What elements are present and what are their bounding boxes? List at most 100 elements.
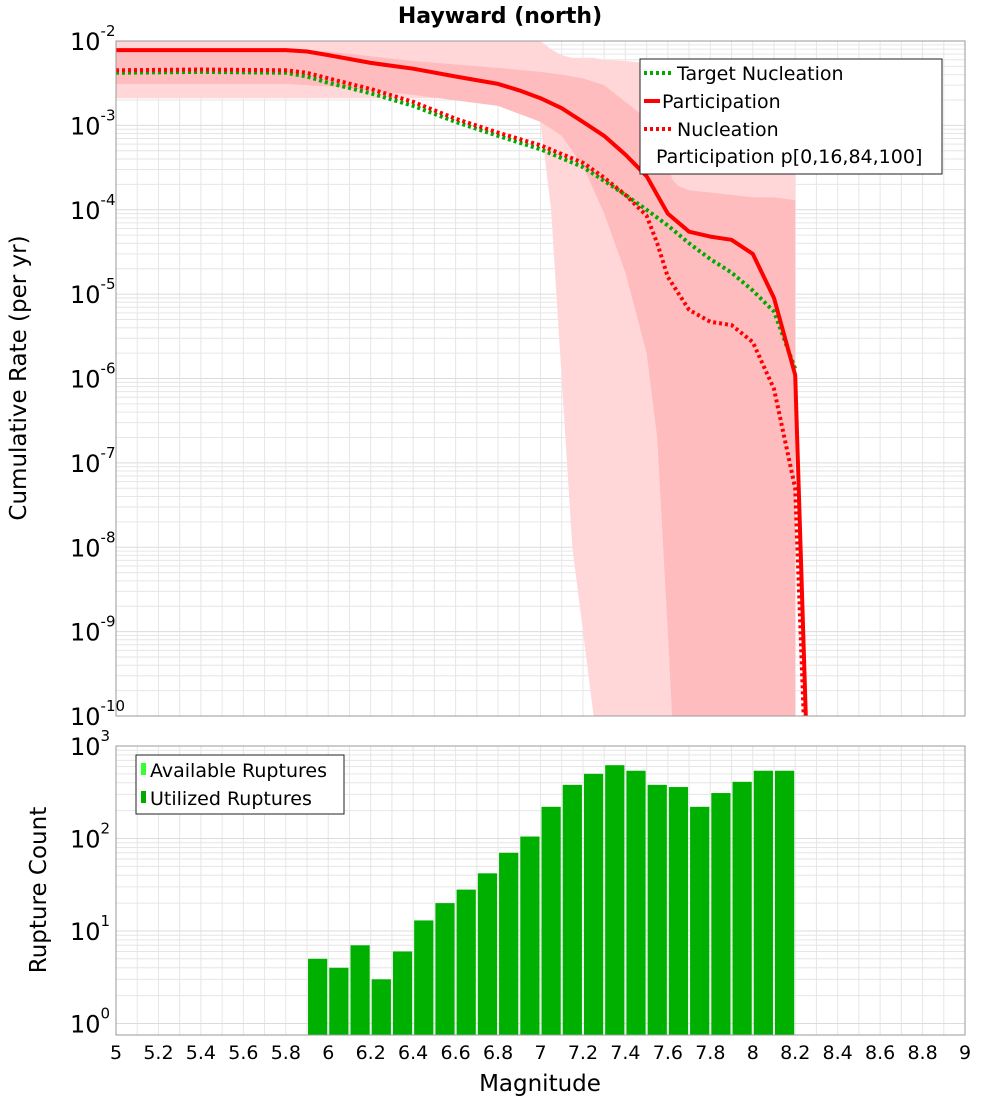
rate-y-tick-label: 10-7 [70,444,116,478]
rupture-count-bar [477,873,498,1035]
rupture-count-bar [392,951,413,1035]
count-x-tick-label: 6 [322,1042,334,1064]
count-y-axis-label: Rupture Count [26,807,52,973]
count-legend: Available Ruptures Utilized Ruptures [135,754,345,815]
count-x-tick-label: 7.8 [695,1042,725,1064]
rupture-count-bar [583,773,604,1035]
rate-y-tick-exponent: -6 [101,360,116,378]
legend-participation: Participation [662,91,781,113]
rate-y-tick-exponent: -7 [101,444,116,462]
rate-y-tick-label: 10-9 [70,613,116,647]
legend-utilized-ruptures: Utilized Ruptures [150,788,312,810]
rupture-count-bar [350,945,370,1035]
rate-y-axis-label: Cumulative Rate (per yr) [6,235,32,520]
rupture-count-bar [456,889,476,1035]
count-x-tick-label: 5.8 [271,1042,301,1064]
rate-y-tick-label: 10-8 [70,528,116,562]
count-x-tick-label: 6.6 [440,1042,470,1064]
count-legend-box [135,754,345,815]
count-y-tick-label: 103 [70,727,110,761]
count-x-tick-label: 5.6 [228,1042,258,1064]
participation-line [116,48,808,717]
rupture-count-bar [308,958,328,1035]
count-x-tick-label: 7.2 [568,1042,598,1064]
target-nucleation-line [115,69,798,370]
rate-y-tick-label: 10-3 [70,106,116,140]
count-x-tick-label: 5 [110,1042,122,1064]
chart-title: Hayward (north) [398,4,602,29]
rupture-count-bar [711,793,731,1035]
rate-y-tick-label: 10-4 [70,191,116,225]
count-x-tick-label: 8 [747,1042,759,1064]
rate-y-tick-label: 10-6 [70,360,116,394]
rate-y-ticks: 10-10 10-9 10-8 10-7 10-6 10-5 10-4 10-3 10-2 [70,22,125,731]
legend-swatch-utilized [141,791,146,803]
count-x-tick-label: 8.6 [865,1042,895,1064]
rupture-count-bar [753,770,773,1035]
rate-plot-frame [115,40,966,717]
rate-y-tick-exponent: -9 [101,613,116,631]
count-x-tick-label: 8.8 [907,1042,937,1064]
count-x-axis-label: Magnitude [479,1071,601,1097]
count-y-tick-label: 102 [70,819,110,853]
rupture-count-bar [562,784,582,1035]
band-p16-p84 [116,50,796,717]
percentile-bands [116,41,796,717]
rate-y-tick-exponent: -5 [101,275,116,293]
rate-lines [115,48,808,717]
rupture-count-bar [435,903,455,1035]
rupture-count-bar [605,765,625,1035]
rupture-count-bar [414,920,434,1035]
count-x-tick-label: 5.2 [143,1042,173,1064]
count-x-tick-label: 7 [534,1042,546,1064]
count-y-tick-exponent: 2 [101,819,111,837]
rupture-count-bar [647,784,667,1035]
rate-y-tick-exponent: -3 [101,106,116,124]
rupture-count-bar [668,787,689,1035]
rate-y-tick-exponent: -8 [101,528,116,546]
rate-y-tick-label: 10-10 [70,697,125,731]
count-y-tick-exponent: 0 [101,1004,111,1022]
count-y-tick-exponent: 3 [101,727,111,745]
legend-participation-percentiles: Participation p[0,16,84,100] [656,146,922,168]
count-x-tick-label: 7.4 [610,1042,640,1064]
rate-legend-box [639,58,943,175]
count-y-tick-exponent: 1 [101,912,111,930]
legend-nucleation: Nucleation [677,119,779,141]
rate-y-tick-label: 10-5 [70,275,116,309]
rupture-count-bar [541,806,561,1035]
rupture-count-bar [732,781,752,1035]
count-x-ticks: 5 5.2 5.4 5.6 5.8 6 6.2 6.4 6.6 6.8 7 7.2 7.4 7.6 7.8 8… [110,1042,971,1064]
count-x-tick-label: 8.2 [780,1042,810,1064]
rupture-count-bar [329,967,349,1035]
count-y-tick-label: 100 [70,1004,110,1038]
rate-y-tick-label: 10-2 [70,22,116,56]
count-x-tick-label: 5.4 [186,1042,216,1064]
rupture-count-bar [499,852,519,1035]
count-x-tick-label: 6.4 [398,1042,428,1064]
rate-legend: Target Nucleation Participation Nucleati… [639,58,943,175]
count-y-tick-label: 101 [70,912,110,946]
rupture-count-bar [626,770,646,1035]
rate-panel: 10-10 10-9 10-8 10-7 10-6 10-5 10-4 10-3 10-2 Cu… [6,22,966,731]
rupture-count-bar [520,836,540,1035]
count-x-tick-label: 6.2 [356,1042,386,1064]
count-x-tick-label: 9 [959,1042,971,1064]
count-x-tick-label: 7.6 [653,1042,683,1064]
count-x-tick-label: 8.4 [823,1042,853,1064]
rate-y-tick-exponent: -4 [101,191,116,209]
legend-available-ruptures: Available Ruptures [150,760,327,782]
rupture-count-bar [774,770,795,1035]
count-bars [308,765,795,1035]
legend-target-nucleation: Target Nucleation [676,63,844,85]
count-plot-frame [115,745,966,1036]
rupture-count-bar [690,806,710,1035]
rupture-count-bar [371,979,391,1035]
rate-y-tick-exponent: -2 [101,22,116,40]
rate-y-tick-exponent: -10 [101,697,126,715]
legend-swatch-available [141,763,146,775]
nucleation-line [115,67,806,717]
